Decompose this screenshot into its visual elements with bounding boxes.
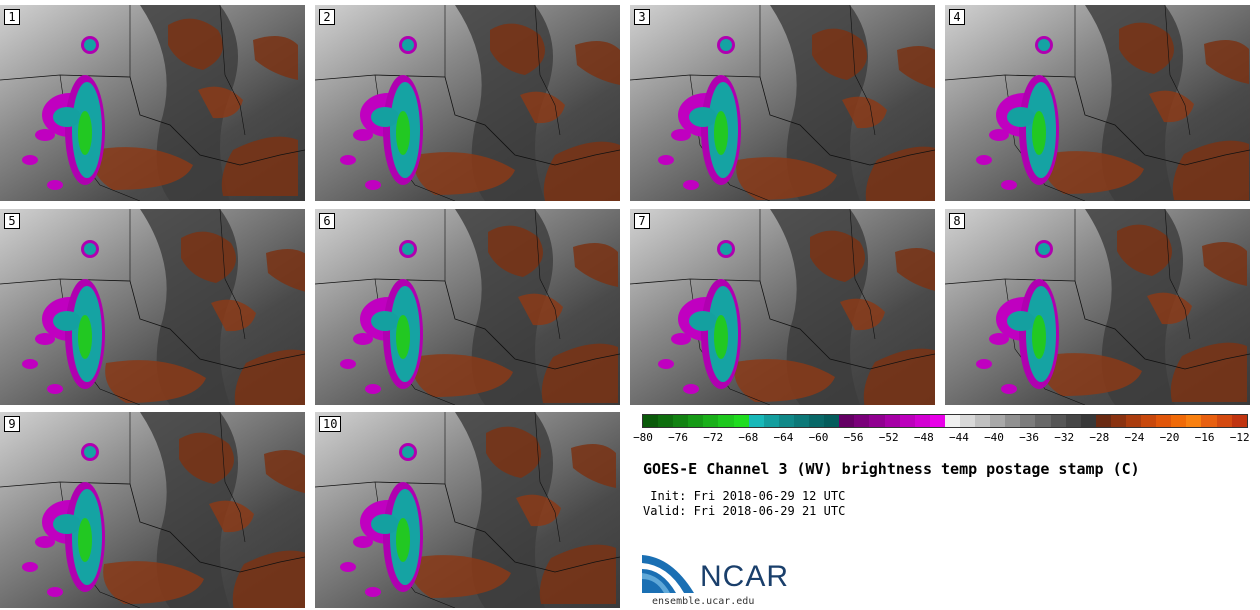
colorbar-swatch (733, 415, 749, 427)
colorbar-tick-label: −76 (668, 431, 689, 444)
colorbar-swatch (1095, 415, 1111, 427)
postage-stamp-panel: 3 (630, 5, 935, 201)
colorbar-swatch (703, 415, 719, 427)
water-vapor-map (315, 209, 620, 405)
postage-stamp-panel: 5 (0, 209, 305, 405)
postage-stamp-panel: 4 (945, 5, 1250, 201)
colorbar-swatch (1050, 415, 1066, 427)
colorbar-swatch (1216, 415, 1232, 427)
colorbar-swatch (658, 415, 674, 427)
colorbar-tick-label: −52 (878, 431, 899, 444)
colorbar-tick-label: −44 (948, 431, 969, 444)
panel-number: 9 (4, 416, 20, 432)
colorbar-swatch (1201, 415, 1217, 427)
water-vapor-map (945, 209, 1250, 405)
water-vapor-map (315, 412, 620, 608)
colorbar-swatch (718, 415, 734, 427)
colorbar-swatch (1020, 415, 1036, 427)
panel-number: 5 (4, 213, 20, 229)
colorbar-swatch (1126, 415, 1142, 427)
valid-time: Valid: Fri 2018-06-29 21 UTC (643, 504, 846, 518)
colorbar-swatch (1231, 415, 1247, 427)
colorbar-swatch (990, 415, 1006, 427)
colorbar-tick-label: −56 (843, 431, 864, 444)
colorbar-swatch (884, 415, 900, 427)
colorbar-swatch (824, 415, 840, 427)
colorbar-tick-label: −64 (773, 431, 794, 444)
colorbar-tick-label: −12 (1229, 431, 1250, 444)
colorbar-swatch (673, 415, 689, 427)
colorbar-swatch (1141, 415, 1157, 427)
water-vapor-map (315, 5, 620, 201)
colorbar-tick-label: −72 (703, 431, 724, 444)
colorbar-swatch (975, 415, 991, 427)
colorbar-tick-label: −80 (633, 431, 653, 444)
postage-stamp-panel: 2 (315, 5, 620, 201)
colorbar (642, 414, 1248, 428)
colorbar-tick-label: −32 (1054, 431, 1075, 444)
water-vapor-map (0, 5, 305, 201)
panel-number: 8 (949, 213, 965, 229)
panel-number: 6 (319, 213, 335, 229)
postage-stamp-panel: 1 (0, 5, 305, 201)
colorbar-tick-label: −28 (1089, 431, 1110, 444)
colorbar-swatch (1065, 415, 1081, 427)
water-vapor-map (630, 209, 935, 405)
postage-stamp-panel: 10 (315, 412, 620, 608)
postage-stamp-panel: 6 (315, 209, 620, 405)
panel-number: 10 (319, 416, 342, 432)
colorbar-swatch (778, 415, 794, 427)
colorbar-tick-label: −20 (1159, 431, 1180, 444)
water-vapor-map (0, 412, 305, 608)
colorbar-tick-label: −48 (913, 431, 934, 444)
colorbar-ticks: −80 −76 −72 −68 −64 −60 −56 −52 −48 −44 −40 −36 −32 −… (633, 431, 1250, 447)
colorbar-swatch (793, 415, 810, 427)
colorbar-swatch (959, 415, 976, 427)
colorbar-swatch (944, 415, 960, 427)
panel-number: 4 (949, 9, 965, 25)
colorbar-tick-label: −60 (808, 431, 829, 444)
water-vapor-map (630, 5, 935, 201)
colorbar-swatch (1156, 415, 1172, 427)
postage-stamp-panel: 9 (0, 412, 305, 608)
water-vapor-map (0, 209, 305, 405)
colorbar-tick-label: −36 (1019, 431, 1040, 444)
init-time: Init: Fri 2018-06-29 12 UTC (643, 489, 846, 503)
panel-number: 2 (319, 9, 335, 25)
colorbar-tick-label: −68 (738, 431, 759, 444)
water-vapor-map (945, 5, 1250, 201)
colorbar-tick-label: −24 (1124, 431, 1145, 444)
colorbar-swatch (1080, 415, 1096, 427)
colorbar-swatch (1186, 415, 1202, 427)
colorbar-swatch (809, 415, 825, 427)
colorbar-swatch (763, 415, 779, 427)
colorbar-swatch (854, 415, 870, 427)
chart-title: GOES-E Channel 3 (WV) brightness temp po… (643, 460, 1140, 478)
postage-stamp-panel: 8 (945, 209, 1250, 405)
colorbar-swatch (1035, 415, 1051, 427)
postage-stamp-panel: 7 (630, 209, 935, 405)
colorbar-swatch (748, 415, 764, 427)
colorbar-swatch (1005, 415, 1021, 427)
colorbar-swatch (869, 415, 885, 427)
panel-number: 3 (634, 9, 650, 25)
colorbar-swatch (1110, 415, 1126, 427)
colorbar-swatch (929, 415, 945, 427)
panel-number: 7 (634, 213, 650, 229)
panel-number: 1 (4, 9, 20, 25)
ncar-logo-text: NCAR (700, 560, 790, 593)
colorbar-swatch (643, 415, 659, 427)
colorbar-swatch (1171, 415, 1187, 427)
colorbar-tick-label: −16 (1194, 431, 1215, 444)
ncar-logo-icon (642, 555, 694, 593)
colorbar-swatch (839, 415, 855, 427)
colorbar-tick-label: −40 (984, 431, 1004, 444)
colorbar-swatch (688, 415, 704, 427)
colorbar-swatch (914, 415, 930, 427)
source-url: ensemble.ucar.edu (652, 596, 755, 607)
colorbar-swatch (899, 415, 915, 427)
